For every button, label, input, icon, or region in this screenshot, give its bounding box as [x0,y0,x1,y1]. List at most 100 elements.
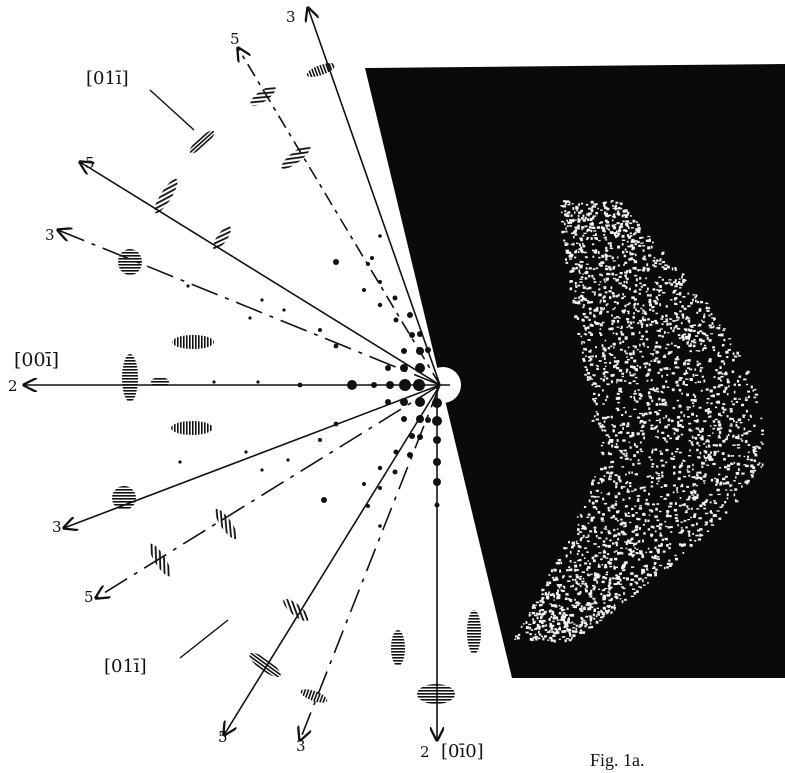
speckle-dot [646,568,649,571]
photo-background [365,64,785,678]
speckle-dot [566,214,570,218]
speckle-dot [532,604,535,607]
speckle-dot [710,510,712,513]
speckle-dot [593,250,598,254]
speckle-dot [602,352,605,356]
speckle-dot [603,278,606,281]
speckle-dot [565,639,567,642]
speckle-dot [627,312,630,315]
speckle-dot [639,412,643,415]
speckle-dot [655,357,659,360]
speckle-dot [714,477,717,480]
speckle-dot [663,497,667,500]
speckle-dot [699,451,702,455]
speckle-dot [574,630,578,633]
speckle-dot [608,472,612,475]
speckle-dot [590,229,593,233]
speckle-dot [603,429,607,432]
speckle-dot [669,318,673,320]
speckle-dot [638,292,642,295]
speckle-dot [620,530,625,534]
speckle-dot [635,582,639,585]
speckle-dot [650,533,654,537]
speckle-dot [626,490,630,493]
speckle-dot [677,435,680,438]
speckle-dot [600,592,603,596]
speckle-dot [617,234,620,237]
speckle-dot [621,297,624,300]
speckle-dot [718,424,722,427]
speckle-dot [552,617,556,620]
speckle-dot [703,347,707,350]
speckle-dot [570,243,574,246]
speckle-dot [620,450,623,454]
speckle-dot [668,281,671,284]
speckle-dot [665,514,670,518]
speckle-dot [654,262,658,265]
speckle-dot [574,578,577,582]
speckle-dot [637,322,640,325]
speckle-dot [635,533,639,537]
speckle-dot [562,585,565,588]
speckle-dot [708,410,712,414]
speckle-dot [602,201,606,205]
speckle-dot [575,286,578,288]
speckle-dot [622,486,626,488]
speckle-dot [629,232,632,235]
speckle-dot [550,626,553,630]
speckle-dot [590,589,593,593]
speckle-dot [610,505,614,509]
speckle-dot [666,566,669,569]
speckle-dot [610,415,613,419]
speckle-dot [591,291,595,293]
speckle-dot [582,219,586,222]
speckle-dot [655,345,659,348]
speckle-dot [623,565,626,569]
speckle-dot [538,628,541,631]
speckle-dot [592,398,595,401]
speckle-dot [580,276,584,279]
speckle-dot [692,532,694,535]
speckle-dot [600,221,603,224]
hatched-reflection [214,508,238,540]
speckle-dot [739,422,743,424]
speckle-dot [584,582,588,586]
speckle-dot [592,587,596,591]
speckle-dot [578,219,582,221]
speckle-dot [682,380,685,383]
lattice-point [256,380,260,384]
speckle-dot [680,322,683,325]
speckle-dot [665,525,668,528]
speckle-dot [668,559,671,562]
speckle-dot [586,263,589,265]
speckle-dot [683,307,687,311]
speckle-dot [760,441,763,443]
speckle-dot [656,556,660,558]
speckle-dot [569,221,573,224]
speckle-dot [650,427,653,430]
speckle-dot [725,481,730,485]
speckle-dot [719,467,722,469]
speckle-dot [659,450,662,453]
speckle-dot [596,306,599,309]
speckle-dot [632,366,636,369]
speckle-dot [593,543,597,545]
speckle-dot [558,612,562,615]
speckle-dot [591,606,594,608]
speckle-dot [649,302,652,306]
speckle-dot [604,588,608,590]
speckle-dot [613,534,618,537]
speckle-dot [553,639,556,643]
speckle-dot [586,376,589,379]
speckle-dot [617,492,621,495]
speckle-dot [670,299,673,301]
speckle-dot [630,257,633,260]
speckle-dot [652,241,654,244]
speckle-dot [574,290,577,293]
speckle-dot [623,563,626,567]
speckle-dot [736,351,740,355]
speckle-dot [593,609,596,612]
speckle-dot [660,318,664,320]
speckle-dot [587,372,590,375]
speckle-dot [578,263,581,267]
